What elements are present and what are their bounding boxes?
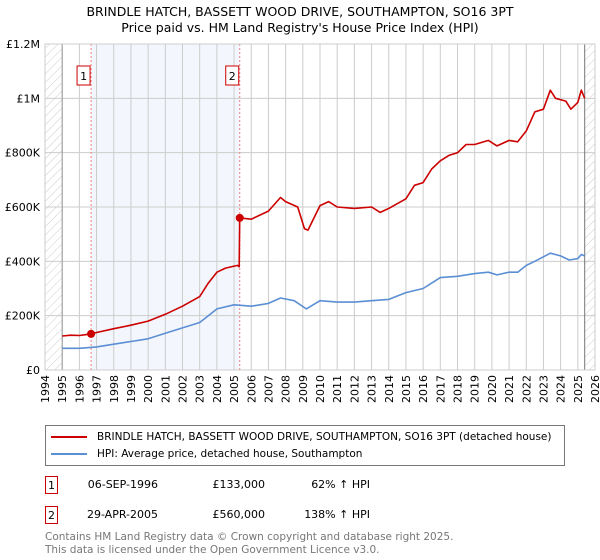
transaction-marker: 2 — [45, 506, 58, 524]
x-tick-label: 2016 — [417, 375, 430, 403]
hpi-series-line — [62, 252, 586, 350]
x-tick-label: 2013 — [366, 375, 379, 403]
x-tick-label: 2002 — [177, 375, 190, 403]
sale-label-box — [76, 65, 91, 86]
x-tick-label: 1994 — [39, 375, 52, 403]
x-tick-label: 2021 — [503, 375, 516, 403]
transaction-price: £133,000 — [212, 478, 266, 491]
transaction-date: 29-APR-2005 — [86, 508, 158, 521]
transaction-hpi: 138% ↑ HPI — [304, 508, 370, 521]
transaction-date: 06-SEP-1996 — [87, 478, 158, 491]
x-tick-label: 2003 — [194, 375, 207, 403]
property-series-line — [62, 89, 586, 337]
plot-border — [44, 43, 596, 371]
transaction-marker: 1 — [45, 476, 58, 494]
x-tick-label: 1998 — [108, 375, 121, 403]
x-tick-label: 2004 — [211, 375, 224, 403]
legend-item-hpi: HPI: Average price, detached house, Sout… — [51, 446, 362, 462]
legend-label: BRINDLE HATCH, BASSETT WOOD DRIVE, SOUTH… — [97, 431, 552, 443]
footer-copyright: Contains HM Land Registry data © Crown c… — [45, 531, 454, 543]
x-tick-label: 2020 — [486, 375, 499, 403]
x-tick-label: 2007 — [262, 375, 275, 403]
legend-label: HPI: Average price, detached house, Sout… — [97, 448, 363, 460]
x-tick-label: 2022 — [520, 375, 533, 403]
y-tick-label: £1M — [17, 92, 41, 105]
sale-label: 2 — [229, 70, 236, 83]
x-tick-label: 2015 — [400, 375, 413, 403]
sale-point — [235, 213, 244, 222]
x-tick-label: 2014 — [383, 375, 396, 403]
x-tick-label: 2024 — [555, 375, 568, 403]
x-tick-label: 2012 — [348, 375, 361, 403]
x-tick-label: 1999 — [125, 375, 138, 403]
x-tick-label: 2018 — [452, 375, 465, 403]
x-tick-label: 2019 — [469, 375, 482, 403]
price-chart: 1994 1995 1996 1997 1998 1999 2000 2001 2002 2003… — [5, 38, 600, 403]
x-tick-label: 2026 — [589, 375, 600, 403]
x-tick-label: 2001 — [159, 375, 172, 403]
y-tick-label: £200K — [5, 310, 41, 323]
y-tick-label: £400K — [5, 255, 41, 268]
sale-label-box — [225, 65, 240, 86]
x-tick-label: 2011 — [331, 375, 344, 403]
transaction-row: 1 06-SEP-1996 £133,000 62% ↑ HPI — [45, 476, 445, 496]
transaction-price: £560,000 — [212, 508, 266, 521]
x-tick-label: 2005 — [228, 375, 241, 403]
x-tick-label: 1995 — [56, 375, 69, 403]
x-tick-label: 2010 — [314, 375, 327, 403]
y-tick-label: £0 — [26, 364, 40, 377]
legend-swatch-red — [51, 436, 87, 438]
y-tick-label: £1.2M — [6, 38, 40, 51]
footer-licence: This data is licensed under the Open Gov… — [45, 544, 380, 556]
transaction-row: 2 29-APR-2005 £560,000 138% ↑ HPI — [45, 506, 445, 526]
y-tick-label: £600K — [5, 201, 41, 214]
legend: BRINDLE HATCH, BASSETT WOOD DRIVE, SOUTH… — [45, 425, 565, 466]
legend-item-property: BRINDLE HATCH, BASSETT WOOD DRIVE, SOUTH… — [51, 429, 551, 445]
x-tick-label: 2025 — [572, 375, 585, 403]
sale-point — [87, 329, 96, 338]
x-tick-label: 2009 — [297, 375, 310, 403]
x-tick-label: 2000 — [142, 375, 155, 403]
x-tick-label: 2008 — [280, 375, 293, 403]
sale-label: 1 — [80, 70, 87, 83]
x-tick-label: 2023 — [537, 375, 550, 403]
chart-title: BRINDLE HATCH, BASSETT WOOD DRIVE, SOUTH… — [86, 4, 514, 19]
x-tick-label: 2006 — [245, 375, 258, 403]
x-tick-label: 2017 — [434, 375, 447, 403]
x-tick-label: 1996 — [73, 375, 86, 403]
chart-subtitle: Price paid vs. HM Land Registry's House … — [121, 20, 479, 35]
transaction-hpi: 62% ↑ HPI — [311, 478, 370, 491]
x-tick-label: 1997 — [91, 375, 104, 403]
legend-swatch-blue — [51, 453, 87, 455]
y-tick-label: £800K — [5, 147, 41, 160]
